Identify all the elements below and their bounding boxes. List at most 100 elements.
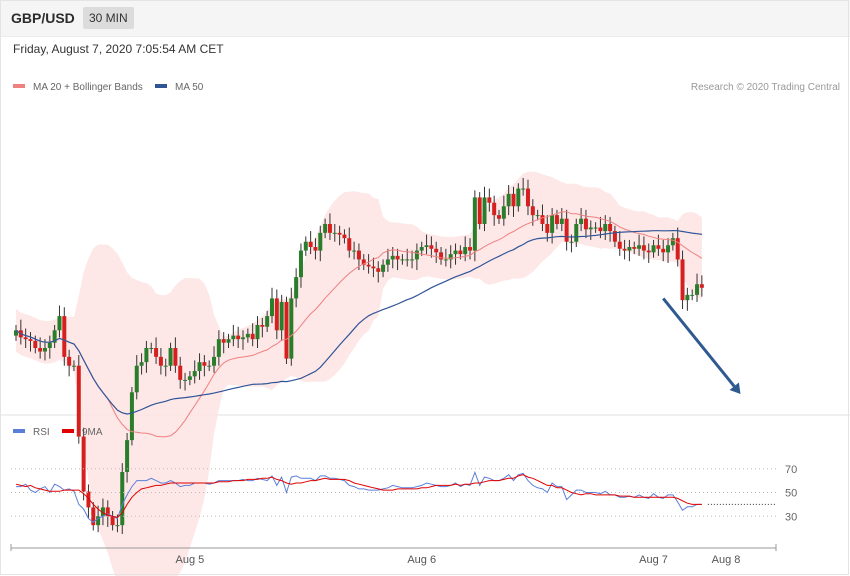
candle-body <box>115 525 120 527</box>
bollinger-band <box>16 171 702 576</box>
candle-body <box>545 224 550 233</box>
candle-body <box>410 259 415 261</box>
candle-body <box>207 365 212 367</box>
candle-body <box>76 365 81 437</box>
candle-body <box>38 348 43 352</box>
research-credit: Research © 2020 Trading Central <box>691 82 840 93</box>
candle-body <box>366 264 371 267</box>
candle-body <box>260 324 265 327</box>
rsi-legend-label: RSI <box>33 427 50 438</box>
candle-body <box>356 250 361 260</box>
candle-body <box>574 224 579 242</box>
candle-body <box>550 215 555 233</box>
candle-body <box>448 254 453 260</box>
candle-body <box>14 330 18 336</box>
candle-body <box>183 379 188 381</box>
candle-body <box>173 348 178 366</box>
candle-body <box>699 284 704 288</box>
time-axis-tick-label: Aug 7 <box>639 554 668 566</box>
rsi-ma-legend-label: 9MA <box>82 427 103 438</box>
candle-body <box>612 231 617 242</box>
candle-body <box>178 365 183 380</box>
candle-body <box>313 247 318 251</box>
candle-body <box>497 215 501 219</box>
candle-body <box>593 227 598 229</box>
timeframe-badge[interactable]: 30 MIN <box>83 7 134 29</box>
candle-body <box>477 197 482 224</box>
candle-body <box>342 234 347 239</box>
candle-body <box>347 238 352 251</box>
candle-body <box>294 277 299 299</box>
candle-body <box>154 348 159 357</box>
candle-body <box>361 259 366 265</box>
candle-body <box>603 224 608 232</box>
candle-body <box>337 232 342 235</box>
candle-body <box>158 356 163 366</box>
time-axis-tick-label: Aug 5 <box>176 554 205 566</box>
rsi-level-label: 30 <box>785 511 797 523</box>
rsi-level-label: 50 <box>785 488 797 500</box>
candle-body <box>96 516 101 526</box>
candle-body <box>289 298 294 359</box>
candle-body <box>62 316 67 357</box>
candle-body <box>134 365 139 393</box>
rsi-ma-line <box>15 474 702 518</box>
candle-body <box>91 507 96 526</box>
candle-body <box>641 245 646 251</box>
candle-body <box>487 197 492 203</box>
rsi-legend-swatch <box>13 429 25 433</box>
chart-datetime: Friday, August 7, 2020 7:05:54 AM CET <box>13 42 224 56</box>
candle-body <box>318 232 323 251</box>
forecast-arrow-head <box>729 382 741 395</box>
candle-body <box>47 342 52 348</box>
candle-body <box>453 250 458 255</box>
candle-body <box>670 238 675 246</box>
candle-body <box>492 202 497 216</box>
bollinger-band-fill <box>16 171 702 576</box>
candle-body <box>67 356 72 366</box>
candle-body <box>52 330 57 343</box>
candle-body <box>535 215 540 217</box>
candle-body <box>617 241 622 249</box>
candle-body <box>579 218 584 224</box>
candle-body <box>216 339 221 357</box>
candle-body <box>501 206 506 219</box>
candle-body <box>105 507 110 517</box>
candle-body <box>695 284 700 295</box>
ma50-legend-swatch <box>155 84 167 88</box>
candle-body <box>332 232 337 234</box>
candle-body <box>458 250 463 255</box>
candle-body <box>637 245 642 249</box>
candle-body <box>221 339 226 343</box>
candle-body <box>81 436 86 492</box>
candle-body <box>690 294 695 296</box>
candle-body <box>269 298 274 317</box>
candle-body <box>559 218 564 224</box>
candle-body <box>482 197 487 224</box>
forecast-arrow-shaft <box>662 297 736 388</box>
candle-body <box>86 491 91 508</box>
candle-body <box>129 392 134 441</box>
candle-body <box>381 264 386 272</box>
candle-body <box>284 301 289 359</box>
candle-body <box>241 337 246 340</box>
candle-body <box>424 245 429 248</box>
candle-body <box>472 197 477 251</box>
candle-body <box>352 250 357 252</box>
candle-body <box>511 193 516 207</box>
candle-body <box>530 206 535 216</box>
candle-body <box>564 218 569 242</box>
candle-body <box>443 259 448 261</box>
candle-body <box>298 250 303 278</box>
candle-body <box>627 247 632 251</box>
candle-body <box>71 365 76 367</box>
candle-body <box>100 507 105 517</box>
candle-body <box>680 259 685 301</box>
candle-body <box>110 516 115 526</box>
candle-body <box>525 188 530 207</box>
candle-body <box>144 348 149 363</box>
instrument-name: GBP/USD <box>11 10 75 26</box>
candle-body <box>385 259 390 265</box>
rsi-line <box>16 470 702 523</box>
